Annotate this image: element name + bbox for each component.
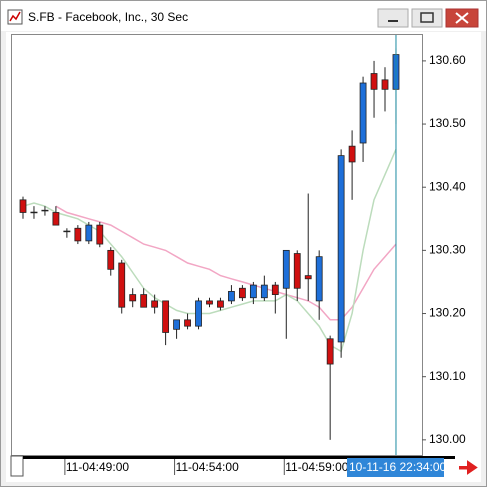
candle-body: [206, 300, 213, 305]
candle-body: [107, 249, 115, 270]
candle-body: [381, 79, 389, 90]
y-tick-label: 130.50: [429, 116, 466, 130]
candle-body: [304, 275, 312, 280]
y-tick-label: 130.30: [429, 243, 466, 257]
minimize-button[interactable]: [377, 8, 409, 28]
window-title: S.FB - Facebook, Inc., 30 Sec: [28, 10, 188, 24]
cursor-label-box: [347, 458, 444, 477]
candle-body: [52, 212, 60, 226]
candle-body: [118, 262, 126, 308]
candle-body: [217, 300, 224, 308]
candle-body: [315, 256, 323, 302]
candle-body: [184, 319, 191, 327]
candle-body: [151, 300, 159, 308]
scrollbar-track: [23, 456, 455, 459]
y-tick-label: 130.20: [429, 306, 466, 320]
x-tick-label: 11-04:59:00: [285, 460, 348, 474]
y-tick-label: 130.00: [429, 432, 466, 446]
candle-body: [195, 300, 202, 327]
candle-body: [348, 145, 356, 163]
candle-body: [282, 249, 290, 289]
candle-body: [74, 227, 82, 242]
candle-body: [173, 319, 180, 330]
candle-body: [129, 294, 137, 302]
candle-body: [293, 253, 301, 289]
y-tick-label: 130.10: [429, 369, 466, 383]
moving-average-line: [22, 149, 397, 353]
maximize-glyph: [420, 12, 434, 23]
plot-frame: [11, 34, 423, 456]
app-icon-glyph: [9, 11, 21, 22]
close-glyph: [455, 12, 469, 24]
y-tick-label: 130.40: [429, 179, 466, 193]
candle-body: [19, 199, 27, 213]
scroll-thumb[interactable]: [10, 455, 24, 477]
candle-body: [162, 300, 170, 333]
candle-body: [140, 294, 148, 308]
candle-body: [228, 291, 235, 302]
candle-body: [370, 73, 378, 90]
candle-body: [96, 224, 104, 245]
candle-body: [337, 155, 345, 343]
candle-body: [359, 82, 367, 144]
candle-body: [271, 284, 279, 295]
candle-body: [260, 284, 268, 299]
y-tick-label: 130.60: [429, 53, 466, 67]
x-tick-label: 11-04:49:00: [66, 460, 129, 474]
x-tick-label: 11-04:54:00: [176, 460, 239, 474]
candle-body: [249, 284, 257, 299]
scroll-right-arrow[interactable]: [459, 460, 478, 475]
cursor-label: 10-11-16 22:34:00: [349, 460, 447, 474]
candle-body: [85, 224, 93, 242]
maximize-button[interactable]: [411, 8, 443, 28]
candle-body: [326, 338, 334, 365]
candle-body: [238, 287, 246, 299]
